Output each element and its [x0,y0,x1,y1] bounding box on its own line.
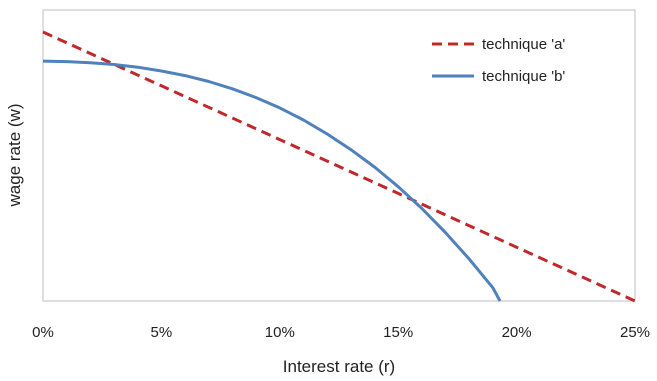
series-layer [42,30,636,303]
x-tick-labels: 0% 5% 10% 15% 20% 25% [32,324,650,341]
series-line-technique-a [42,30,636,303]
x-tick-label: 15% [383,324,413,341]
legend-label-technique-b: technique 'b' [482,68,565,85]
y-axis-title: wage rate (w) [5,104,24,208]
x-axis-title: Interest rate (r) [283,357,395,376]
plot-area [42,9,636,302]
x-tick-label: 20% [502,324,532,341]
legend-label-technique-a: technique 'a' [482,36,565,53]
series-line-technique-b [42,59,502,302]
x-tick-label: 5% [151,324,173,341]
x-tick-label: 0% [32,324,54,341]
x-tick-label: 25% [620,324,650,341]
x-tick-label: 10% [265,324,295,341]
legend: technique 'a' technique 'b' [432,36,565,85]
